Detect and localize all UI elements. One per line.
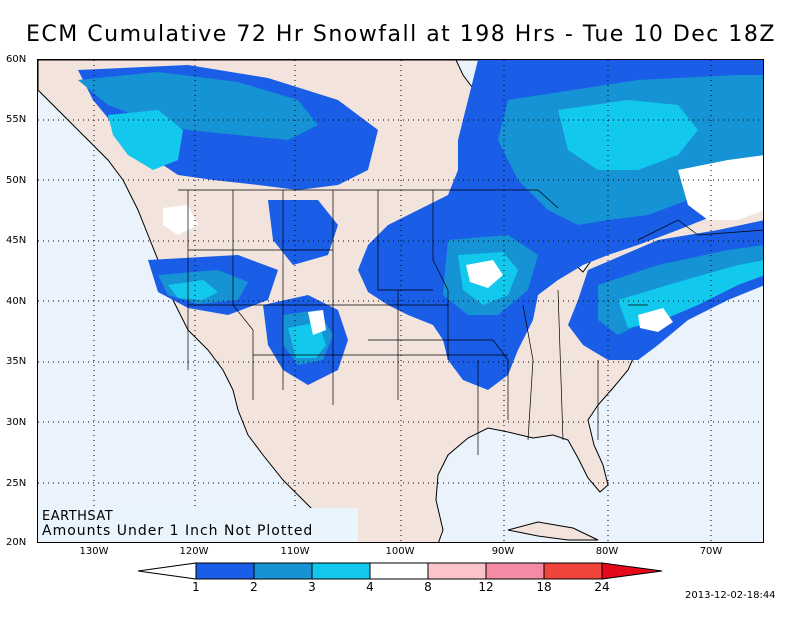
graticule [38,60,763,542]
lon-label-70w: 70W [699,546,723,557]
lat-label-55n: 55N [6,114,27,125]
legend-label-4: 4 [366,580,374,594]
map-title: ECM Cumulative 72 Hr Snowfall at 198 Hrs… [26,22,776,47]
lat-label-45n: 45N [6,235,27,246]
lon-label-90w: 90W [491,546,515,557]
lat-label-60n: 60N [6,54,27,65]
legend-label-24: 24 [594,580,610,594]
legend-label-8: 8 [424,580,432,594]
boundaries [178,189,763,455]
lat-label-40n: 40N [6,296,27,307]
lat-label-35n: 35N [6,356,27,367]
legend-swatch-12-18 [485,562,545,580]
legend-label-1: 1 [192,580,200,594]
legend-swatch-1-2 [195,562,255,580]
legend-swatch-2-3 [253,562,313,580]
lat-label-25n: 25N [6,478,27,489]
lon-label-100w: 100W [385,546,415,557]
snowfall-map [38,60,763,542]
legend-swatch-above-24 [601,562,663,580]
snow-4-8 [163,155,763,335]
legend-swatch-4-8 [369,562,429,580]
legend-label-3: 3 [308,580,316,594]
lon-label-120w: 120W [179,546,209,557]
legend-label-18: 18 [536,580,552,594]
caption-box [38,508,358,542]
lat-label-30n: 30N [6,417,27,428]
legend-swatch-3-4 [311,562,371,580]
lat-label-20n: 20N [6,537,27,548]
cuba [507,521,599,541]
color-legend [138,562,663,580]
map-panel [37,59,764,543]
legend-swatch-18-24 [543,562,603,580]
legend-label-12: 12 [478,580,494,594]
lon-label-110w: 110W [280,546,310,557]
lon-label-80w: 80W [595,546,619,557]
threshold-note: Amounts Under 1 Inch Not Plotted [42,523,314,539]
source-label: EARTHSAT [42,509,114,524]
generated-timestamp: 2013-12-02-18:44 [685,590,776,601]
legend-swatch-8-12 [427,562,487,580]
lat-label-50n: 50N [6,175,27,186]
legend-label-2: 2 [250,580,258,594]
legend-swatch-below-1 [138,562,197,580]
lon-label-130w: 130W [79,546,109,557]
